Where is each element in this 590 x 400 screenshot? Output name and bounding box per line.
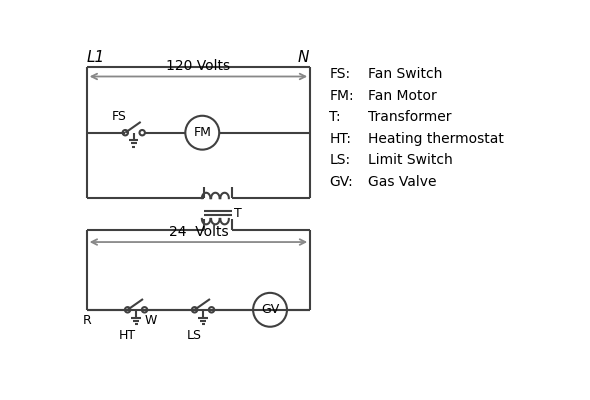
Text: HT:: HT: — [329, 132, 351, 146]
Text: L1: L1 — [87, 50, 105, 64]
Text: T: T — [234, 207, 241, 220]
Text: Heating thermostat: Heating thermostat — [368, 132, 504, 146]
Text: Limit Switch: Limit Switch — [368, 154, 453, 168]
Text: T:: T: — [329, 110, 341, 124]
Text: FM: FM — [194, 126, 211, 139]
Text: GV: GV — [261, 303, 279, 316]
Text: 24  Volts: 24 Volts — [169, 225, 228, 239]
Text: LS: LS — [187, 329, 202, 342]
Text: GV:: GV: — [329, 175, 353, 189]
Text: FM:: FM: — [329, 89, 354, 103]
Text: 120 Volts: 120 Volts — [166, 60, 231, 74]
Text: HT: HT — [119, 329, 136, 342]
Text: Fan Motor: Fan Motor — [368, 89, 437, 103]
Text: R: R — [83, 314, 91, 328]
Text: W: W — [145, 314, 157, 328]
Text: Transformer: Transformer — [368, 110, 451, 124]
Text: LS:: LS: — [329, 154, 350, 168]
Text: FS: FS — [112, 110, 126, 124]
Text: FS:: FS: — [329, 67, 350, 81]
Text: Fan Switch: Fan Switch — [368, 67, 442, 81]
Text: N: N — [297, 50, 309, 64]
Text: Gas Valve: Gas Valve — [368, 175, 437, 189]
